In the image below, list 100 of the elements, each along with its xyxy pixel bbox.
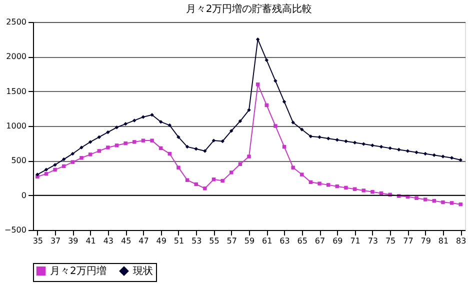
- point: [458, 202, 462, 206]
- x-tick-label: 57: [226, 236, 237, 246]
- legend-label: 月々2万円増: [50, 265, 106, 278]
- point: [150, 138, 154, 142]
- point: [291, 166, 295, 170]
- point: [132, 140, 136, 144]
- point: [238, 119, 242, 124]
- x-tick-label: 41: [86, 236, 96, 246]
- point: [414, 196, 418, 200]
- point: [124, 141, 128, 146]
- x-tick-label: 55: [209, 236, 220, 246]
- x-tick-label: 53: [192, 236, 202, 246]
- point: [247, 154, 251, 158]
- x-tick-label: 75: [385, 236, 396, 246]
- point: [370, 144, 374, 148]
- y-tick-label: 500: [11, 156, 26, 166]
- point: [414, 150, 418, 154]
- x-tick-label: 83: [456, 236, 466, 246]
- point: [106, 146, 110, 150]
- point: [388, 146, 392, 150]
- point: [88, 152, 92, 156]
- point: [256, 37, 260, 42]
- x-tick-label: 43: [103, 236, 114, 246]
- point: [62, 157, 66, 162]
- point: [229, 128, 234, 133]
- point: [300, 128, 304, 132]
- y-tick-label: 2500: [6, 18, 26, 26]
- point: [229, 170, 234, 174]
- point: [432, 199, 436, 203]
- point: [362, 142, 366, 146]
- point: [397, 148, 401, 152]
- chart-title: 月々2万円増の貯蓄残高比較: [186, 3, 312, 15]
- point: [124, 122, 128, 126]
- point: [300, 172, 304, 176]
- x-tick-label: 59: [244, 236, 255, 246]
- point: [88, 140, 92, 144]
- point: [256, 82, 260, 86]
- point: [158, 120, 163, 124]
- x-tick-label: 61: [262, 236, 272, 246]
- point: [406, 149, 410, 153]
- y-tick-label: −500: [4, 226, 26, 234]
- point: [53, 168, 57, 172]
- x-tick-label: 73: [368, 236, 378, 246]
- point: [220, 139, 224, 144]
- legend-label: 現状: [133, 265, 153, 278]
- point: [432, 153, 436, 157]
- point: [220, 178, 224, 183]
- x-tick-label: 65: [297, 236, 308, 246]
- point: [70, 160, 75, 164]
- point: [450, 156, 454, 160]
- y-tick-label: 2000: [6, 52, 26, 62]
- point: [344, 186, 348, 190]
- point: [194, 182, 198, 186]
- y-tick-label: 1500: [6, 86, 26, 96]
- x-tick-label: 69: [332, 236, 343, 246]
- point: [97, 149, 101, 153]
- x-tick-label: 47: [138, 236, 149, 246]
- x-tick-label: 81: [438, 236, 449, 246]
- point: [203, 186, 207, 190]
- x-tick-label: 63: [280, 236, 290, 246]
- point: [352, 140, 357, 145]
- point: [212, 138, 216, 142]
- point: [176, 166, 180, 170]
- point: [450, 201, 454, 205]
- point: [53, 162, 57, 167]
- x-tick-label: 51: [174, 236, 184, 246]
- point: [335, 138, 340, 142]
- point: [114, 144, 119, 148]
- point: [352, 187, 357, 191]
- point: [423, 198, 428, 202]
- point: [370, 190, 374, 194]
- point: [362, 188, 366, 192]
- y-tick-label: 0: [21, 190, 26, 200]
- point: [326, 183, 330, 187]
- x-tick-label: 49: [156, 236, 166, 246]
- x-tick-label: 45: [120, 236, 132, 246]
- y-tick-label: 1000: [6, 122, 26, 130]
- point: [80, 156, 84, 160]
- x-tick-label: 39: [68, 236, 78, 246]
- x-tick-label: 35: [32, 236, 43, 246]
- point: [114, 126, 119, 130]
- point: [274, 124, 278, 128]
- point: [194, 147, 198, 151]
- point: [97, 135, 101, 139]
- point: [185, 178, 190, 182]
- point: [141, 138, 146, 142]
- x-tick-label: 67: [314, 236, 326, 246]
- point: [326, 136, 330, 140]
- point: [318, 182, 322, 186]
- x-tick-label: 37: [50, 236, 61, 246]
- point: [264, 58, 269, 62]
- x-tick-label: 77: [403, 236, 414, 246]
- point: [132, 118, 136, 122]
- x-tick-label: 79: [420, 236, 431, 246]
- point: [308, 134, 313, 138]
- point: [106, 130, 110, 134]
- point: [441, 200, 445, 204]
- point: [141, 115, 146, 119]
- x-tick-label: 71: [350, 236, 360, 246]
- point: [212, 178, 216, 182]
